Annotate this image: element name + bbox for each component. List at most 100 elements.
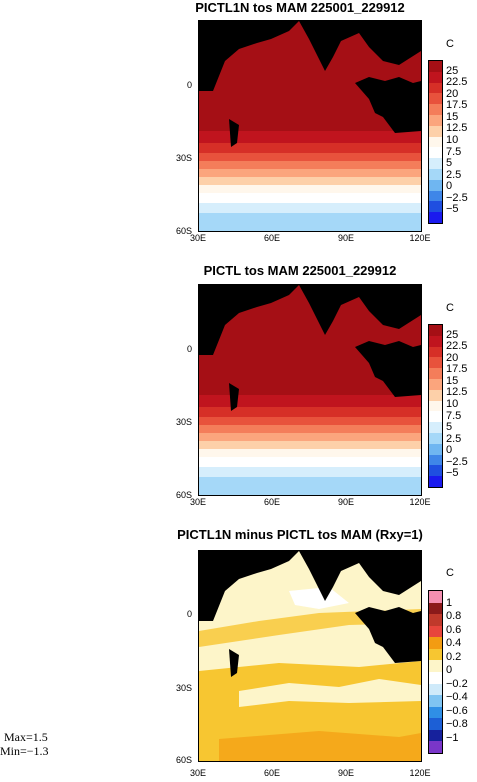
colorbar-swatch (429, 93, 442, 105)
colorbar-swatch (429, 411, 442, 423)
colorbar-label: 20 (446, 87, 459, 100)
colorbar-label: 25 (446, 328, 459, 341)
colorbar-label: −1 (446, 731, 459, 744)
colorbar-label: 20 (446, 351, 459, 364)
panel3-ytick-30s: 30S (175, 683, 192, 693)
colorbar-label: 10 (446, 134, 459, 146)
colorbar-swatch (429, 718, 442, 730)
panel1-colorbar (428, 60, 443, 224)
colorbar-swatch (429, 104, 442, 115)
colorbar-label: 2.5 (446, 168, 462, 181)
colorbar-label: 25 (446, 64, 459, 77)
colorbar-swatch (429, 346, 442, 358)
colorbar-label: −2.5 (446, 455, 468, 468)
panel2-xtick-120e: 120E (409, 497, 431, 507)
colorbar-label: 1 (446, 596, 453, 609)
colorbar-swatch (429, 61, 442, 72)
colorbar-label: −5 (446, 203, 459, 216)
colorbar-swatch (429, 389, 442, 401)
colorbar-label: −0.6 (446, 704, 468, 717)
colorbar-label: 0.4 (446, 637, 462, 649)
colorbar-label: 15 (446, 110, 459, 123)
panel3-ytick-0: 0 (186, 609, 192, 619)
panel1-xtick-90e: 90E (337, 233, 354, 243)
panel2-unit: C (446, 302, 454, 314)
colorbar-swatch (429, 201, 442, 213)
panel1-xtick-60e: 60E (263, 233, 280, 243)
colorbar-swatch (429, 660, 442, 672)
colorbar-label: −0.4 (446, 691, 468, 703)
panel1-xtick-120e: 120E (409, 233, 431, 243)
stat-min: Min=−1.3 (0, 744, 49, 758)
colorbar-swatch (429, 591, 442, 603)
colorbar-swatch (429, 465, 442, 477)
colorbar-swatch (429, 706, 442, 719)
colorbar-label: 5 (446, 421, 453, 434)
panel2-xtick-60e: 60E (263, 497, 280, 507)
colorbar-swatch (429, 671, 442, 684)
colorbar-swatch (429, 602, 442, 615)
colorbar-label: 0 (446, 180, 453, 193)
colorbar-swatch (429, 190, 442, 202)
colorbar-label: 12.5 (446, 386, 468, 399)
colorbar-swatch (429, 637, 442, 649)
panel1-ytick-0: 0 (186, 80, 192, 90)
colorbar-label: −2.5 (446, 191, 468, 204)
colorbar-swatch (429, 82, 442, 94)
colorbar-label: 5 (446, 157, 453, 170)
colorbar-swatch (429, 443, 442, 455)
colorbar-label: 17.5 (446, 363, 468, 376)
colorbar-swatch (429, 729, 442, 742)
colorbar-label: 0 (446, 664, 453, 676)
colorbar-label: 0.8 (446, 610, 462, 622)
colorbar-swatch (429, 695, 442, 707)
colorbar-label: 7.5 (446, 409, 462, 422)
colorbar-label: 0 (446, 444, 453, 457)
panel2-ytick-0: 0 (186, 344, 192, 354)
colorbar-swatch (429, 335, 442, 347)
colorbar-swatch (429, 71, 442, 83)
colorbar-swatch (429, 476, 442, 487)
colorbar-label: −0.2 (446, 677, 468, 690)
colorbar-label: 17.5 (446, 99, 468, 112)
colorbar-swatch (429, 212, 442, 223)
panel1-ytick-60s: 60S (175, 226, 192, 236)
panel1-title: PICTL1N tos MAM 225001_229912 (195, 0, 405, 15)
panel2-ytick-30s: 30S (175, 417, 192, 427)
colorbar-swatch (429, 325, 442, 336)
panel3-xtick-30e: 30E (189, 768, 206, 778)
colorbar-swatch (429, 422, 442, 433)
colorbar-swatch (429, 168, 442, 180)
panel2-ytick-60s: 60S (175, 490, 192, 500)
colorbar-label: −0.8 (446, 718, 468, 730)
colorbar-swatch (429, 432, 442, 444)
colorbar-label: 10 (446, 398, 459, 410)
colorbar-swatch (429, 147, 442, 159)
colorbar-swatch (429, 614, 442, 626)
panel2-map (198, 284, 422, 496)
stat-max: Max=1.5 (4, 730, 48, 744)
panel3-xtick-60e: 60E (263, 768, 280, 778)
colorbar-swatch (429, 136, 442, 148)
colorbar-swatch (429, 357, 442, 369)
colorbar-label: 0.2 (446, 650, 462, 663)
colorbar-swatch (429, 454, 442, 466)
colorbar-swatch (429, 683, 442, 696)
colorbar-swatch (429, 179, 442, 191)
panel3-map-canvas (199, 551, 421, 761)
colorbar-swatch (429, 114, 442, 126)
colorbar-label: 22.5 (446, 76, 468, 89)
panel3-colorbar (428, 590, 443, 754)
panel2-title: PICTL tos MAM 225001_229912 (203, 263, 397, 278)
colorbar-swatch (429, 158, 442, 169)
panel3-xtick-90e: 90E (337, 768, 354, 778)
panel1-xtick-30e: 30E (189, 233, 206, 243)
panel2-xtick-90e: 90E (337, 497, 354, 507)
panel2-colorbar (428, 324, 443, 488)
colorbar-swatch (429, 648, 442, 661)
panel1-map (198, 20, 422, 232)
panel1-unit: C (446, 38, 454, 50)
panel1-map-canvas (199, 21, 421, 231)
colorbar-label: 2.5 (446, 432, 462, 445)
colorbar-swatch (429, 625, 442, 638)
